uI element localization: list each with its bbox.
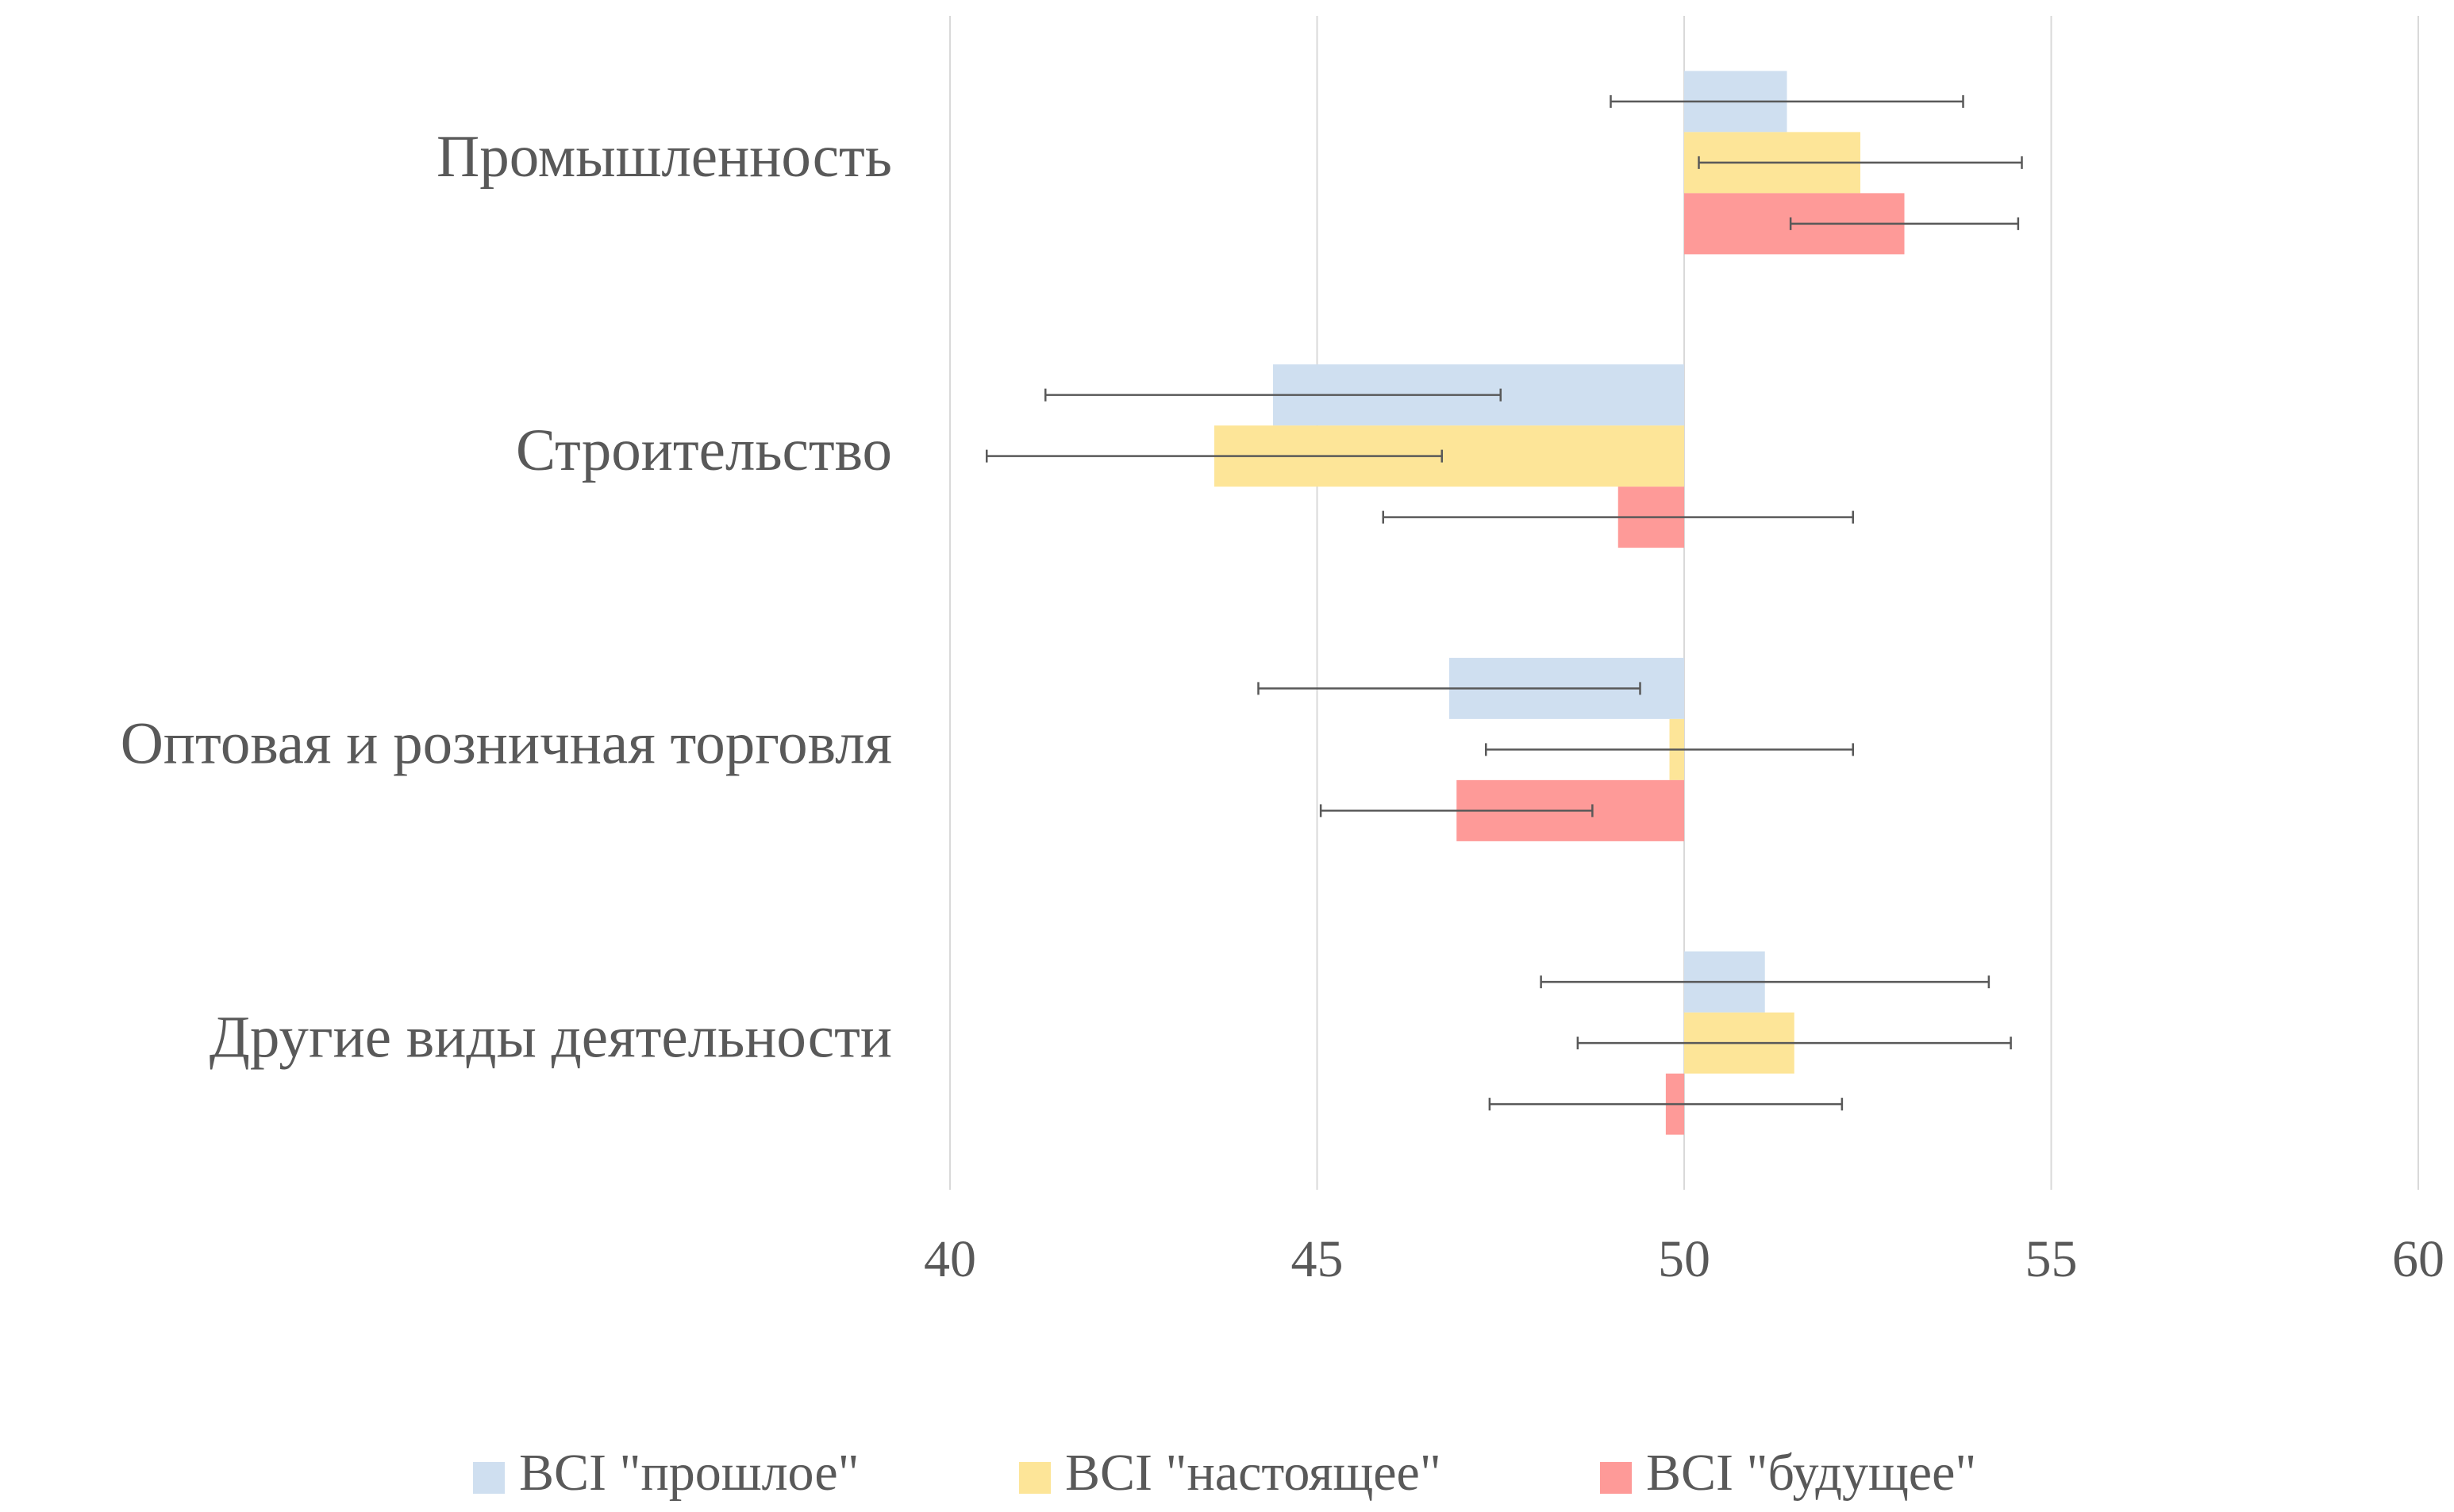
x-tick-label: 40 xyxy=(924,1230,976,1288)
legend-label: BCI "прошлое" xyxy=(519,1444,860,1502)
error-bar xyxy=(1789,217,2020,230)
error-bar xyxy=(1488,1098,1844,1111)
error-bar xyxy=(1576,1037,2012,1050)
error-bar xyxy=(1319,804,1594,818)
y-tick-label: Другие виды деятельности xyxy=(210,1004,892,1070)
error-bar xyxy=(1044,388,1502,402)
x-tick-label: 60 xyxy=(2392,1230,2444,1288)
error-bar xyxy=(1698,156,2023,169)
error-bar xyxy=(1540,975,1991,989)
legend-swatch xyxy=(473,1462,505,1494)
y-tick-label: Промышленность xyxy=(437,124,892,190)
error-bar xyxy=(1257,682,1641,695)
legend-label: BCI "будущее" xyxy=(1646,1444,1976,1502)
error-bar xyxy=(1610,94,1964,108)
y-tick-label: Строительство xyxy=(516,417,892,483)
x-tick-label: 50 xyxy=(1658,1230,1710,1288)
legend-swatch xyxy=(1019,1462,1051,1494)
x-tick-label: 55 xyxy=(2025,1230,2078,1288)
legend-swatch xyxy=(1600,1462,1632,1494)
x-tick-label: 45 xyxy=(1291,1230,1344,1288)
y-tick-label: Оптовая и розничная торговля xyxy=(121,711,892,777)
error-bar xyxy=(986,449,1443,463)
legend-label: BCI "настоящее" xyxy=(1065,1444,1441,1502)
error-bar xyxy=(1382,510,1854,524)
error-bar xyxy=(1485,743,1854,756)
